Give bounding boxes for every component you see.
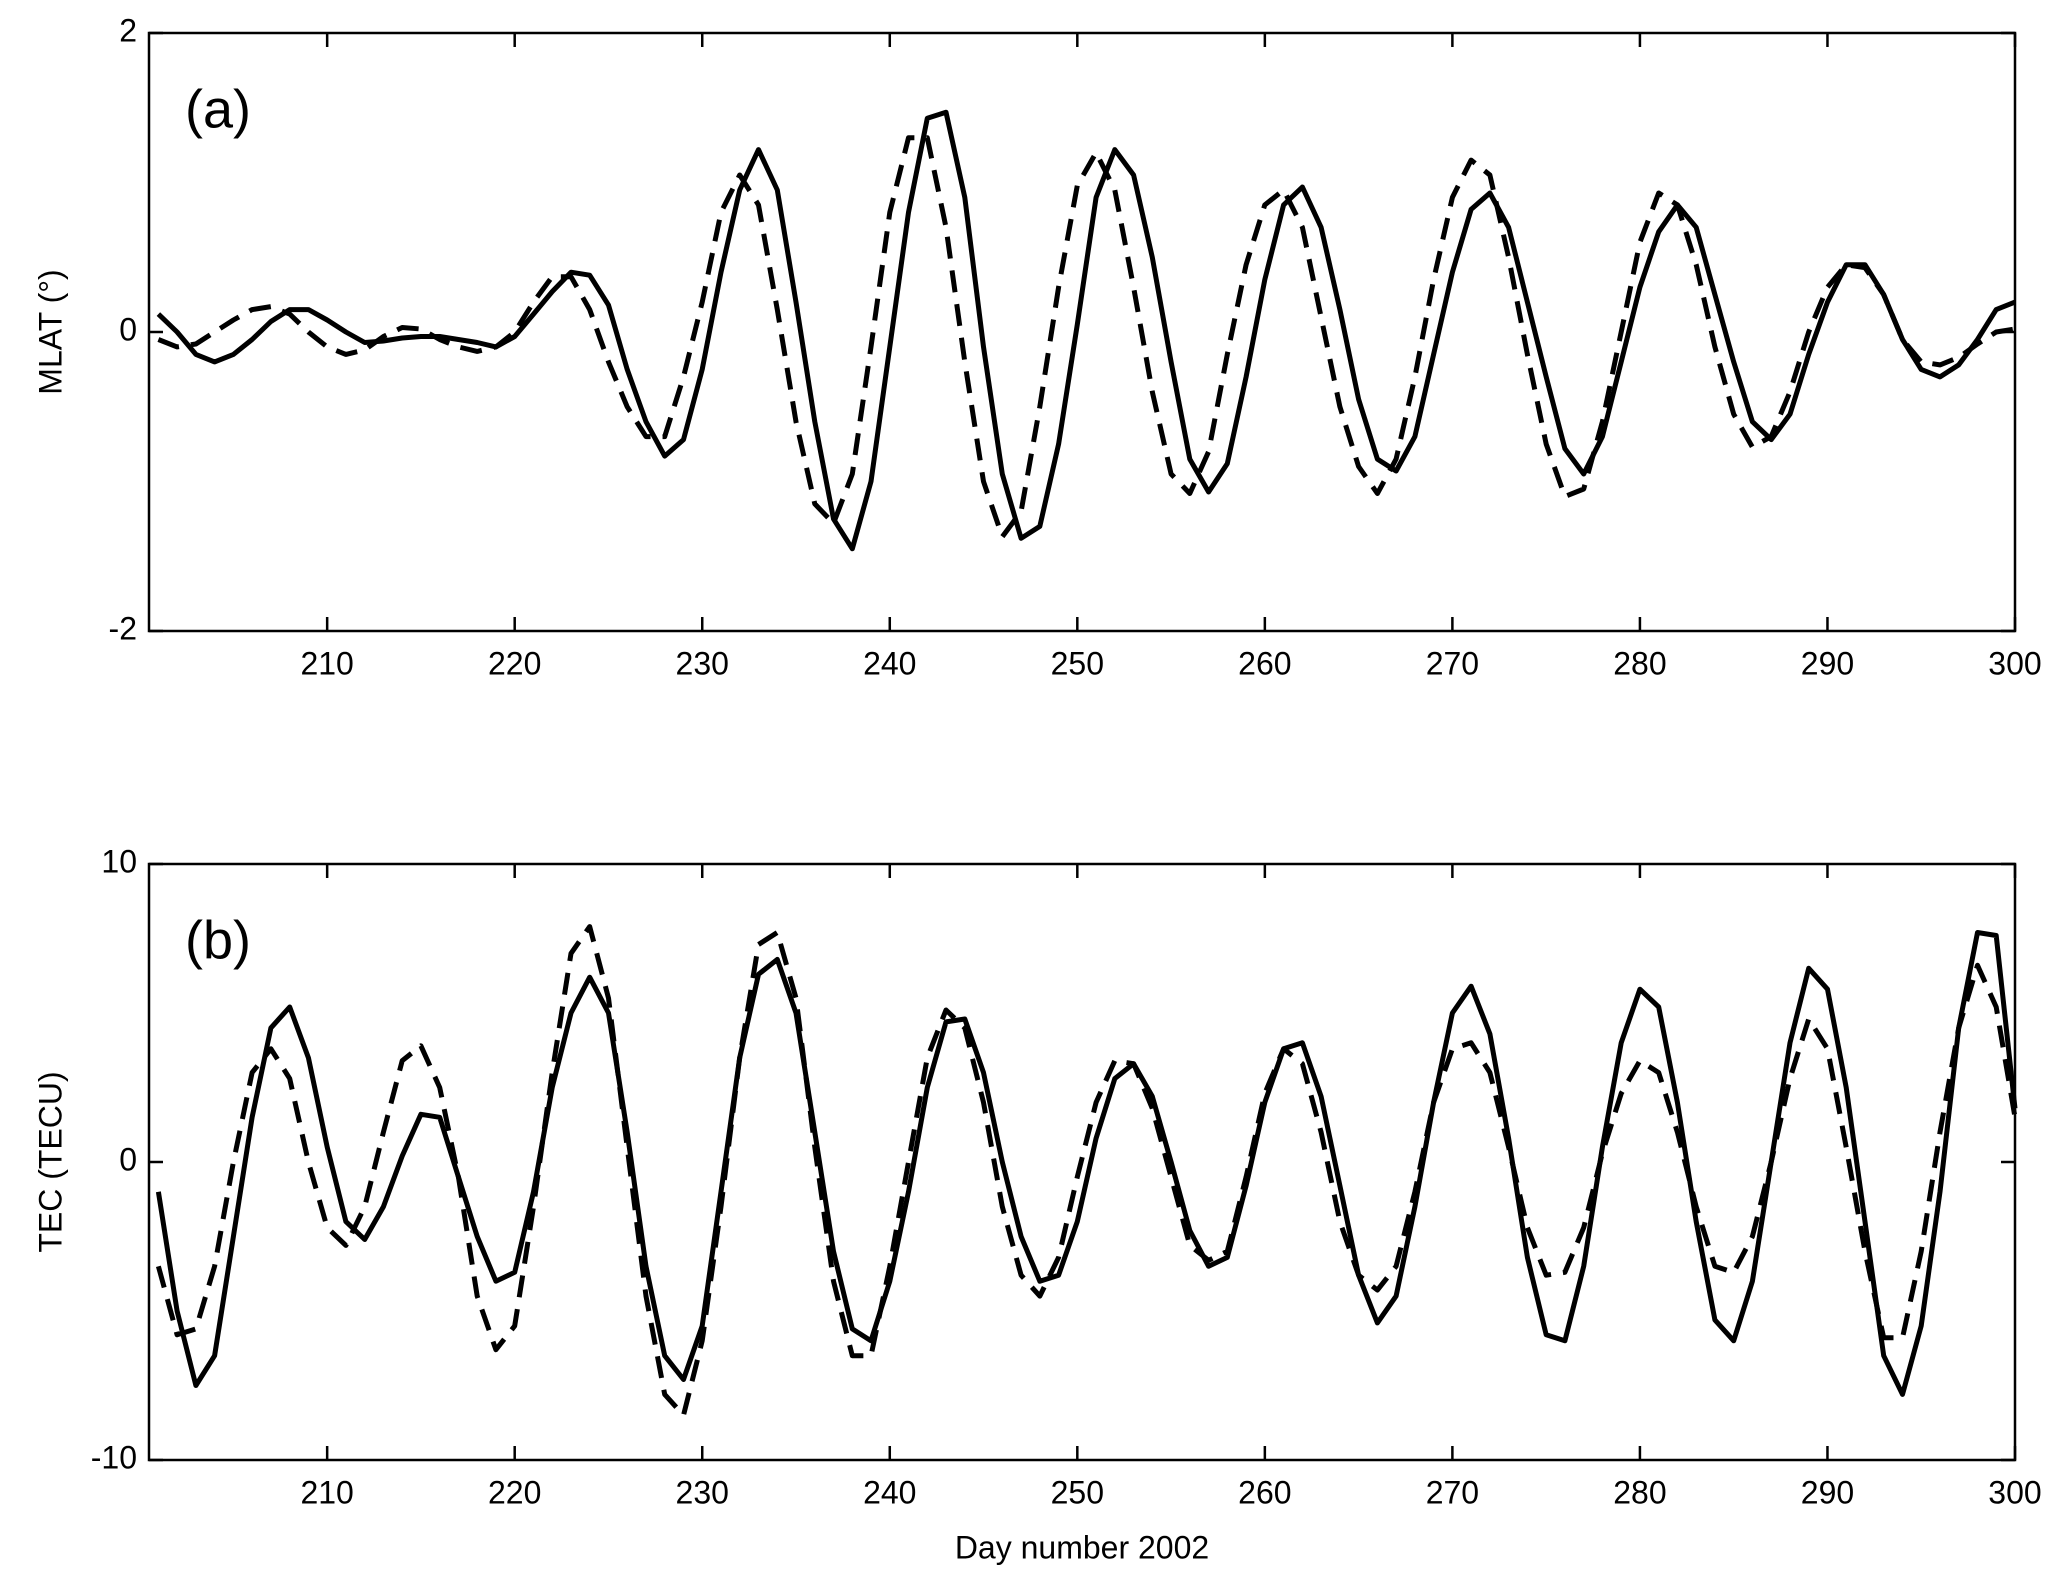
x-axis-title: Day number 2002 xyxy=(955,1529,1209,1565)
data-line xyxy=(156,109,2016,552)
data-line xyxy=(155,924,2018,1418)
y-tick-label: 0 xyxy=(119,311,137,347)
x-tick-label: 280 xyxy=(1613,645,1666,681)
y-tick-label: -10 xyxy=(91,1439,137,1475)
x-tick-label: 240 xyxy=(863,645,916,681)
x-tick-label: 230 xyxy=(676,645,729,681)
x-tick-label: 270 xyxy=(1426,1474,1479,1510)
x-tick-label: 210 xyxy=(300,1474,353,1510)
x-tick-label: 270 xyxy=(1426,645,1479,681)
y-tick-label: 0 xyxy=(119,1141,137,1177)
x-tick-label: 230 xyxy=(676,1474,729,1510)
x-tick-label: 250 xyxy=(1051,645,1104,681)
x-tick-label: 250 xyxy=(1051,1474,1104,1510)
data-line xyxy=(155,930,2018,1397)
y-tick-label: -2 xyxy=(109,610,137,646)
y-axis-title: MLAT (°) xyxy=(32,269,68,394)
y-axis-title: TEC (TECU) xyxy=(32,1071,68,1252)
plot-frame xyxy=(147,31,2017,633)
panel-label: (b) xyxy=(185,910,251,970)
x-tick-label: 220 xyxy=(488,1474,541,1510)
x-tick-label: 240 xyxy=(863,1474,916,1510)
x-tick-label: 220 xyxy=(488,645,541,681)
x-tick-label: 300 xyxy=(1988,1474,2041,1510)
y-tick-label: 2 xyxy=(119,12,137,48)
x-tick-label: 280 xyxy=(1613,1474,1666,1510)
x-tick-label: 210 xyxy=(300,645,353,681)
data-line xyxy=(157,135,2016,540)
x-tick-label: 260 xyxy=(1238,1474,1291,1510)
panel-label: (a) xyxy=(185,79,251,139)
x-tick-label: 290 xyxy=(1801,645,1854,681)
x-tick-label: 290 xyxy=(1801,1474,1854,1510)
x-tick-label: 260 xyxy=(1238,645,1291,681)
x-tick-label: 300 xyxy=(1988,645,2041,681)
y-tick-label: 10 xyxy=(101,843,137,879)
